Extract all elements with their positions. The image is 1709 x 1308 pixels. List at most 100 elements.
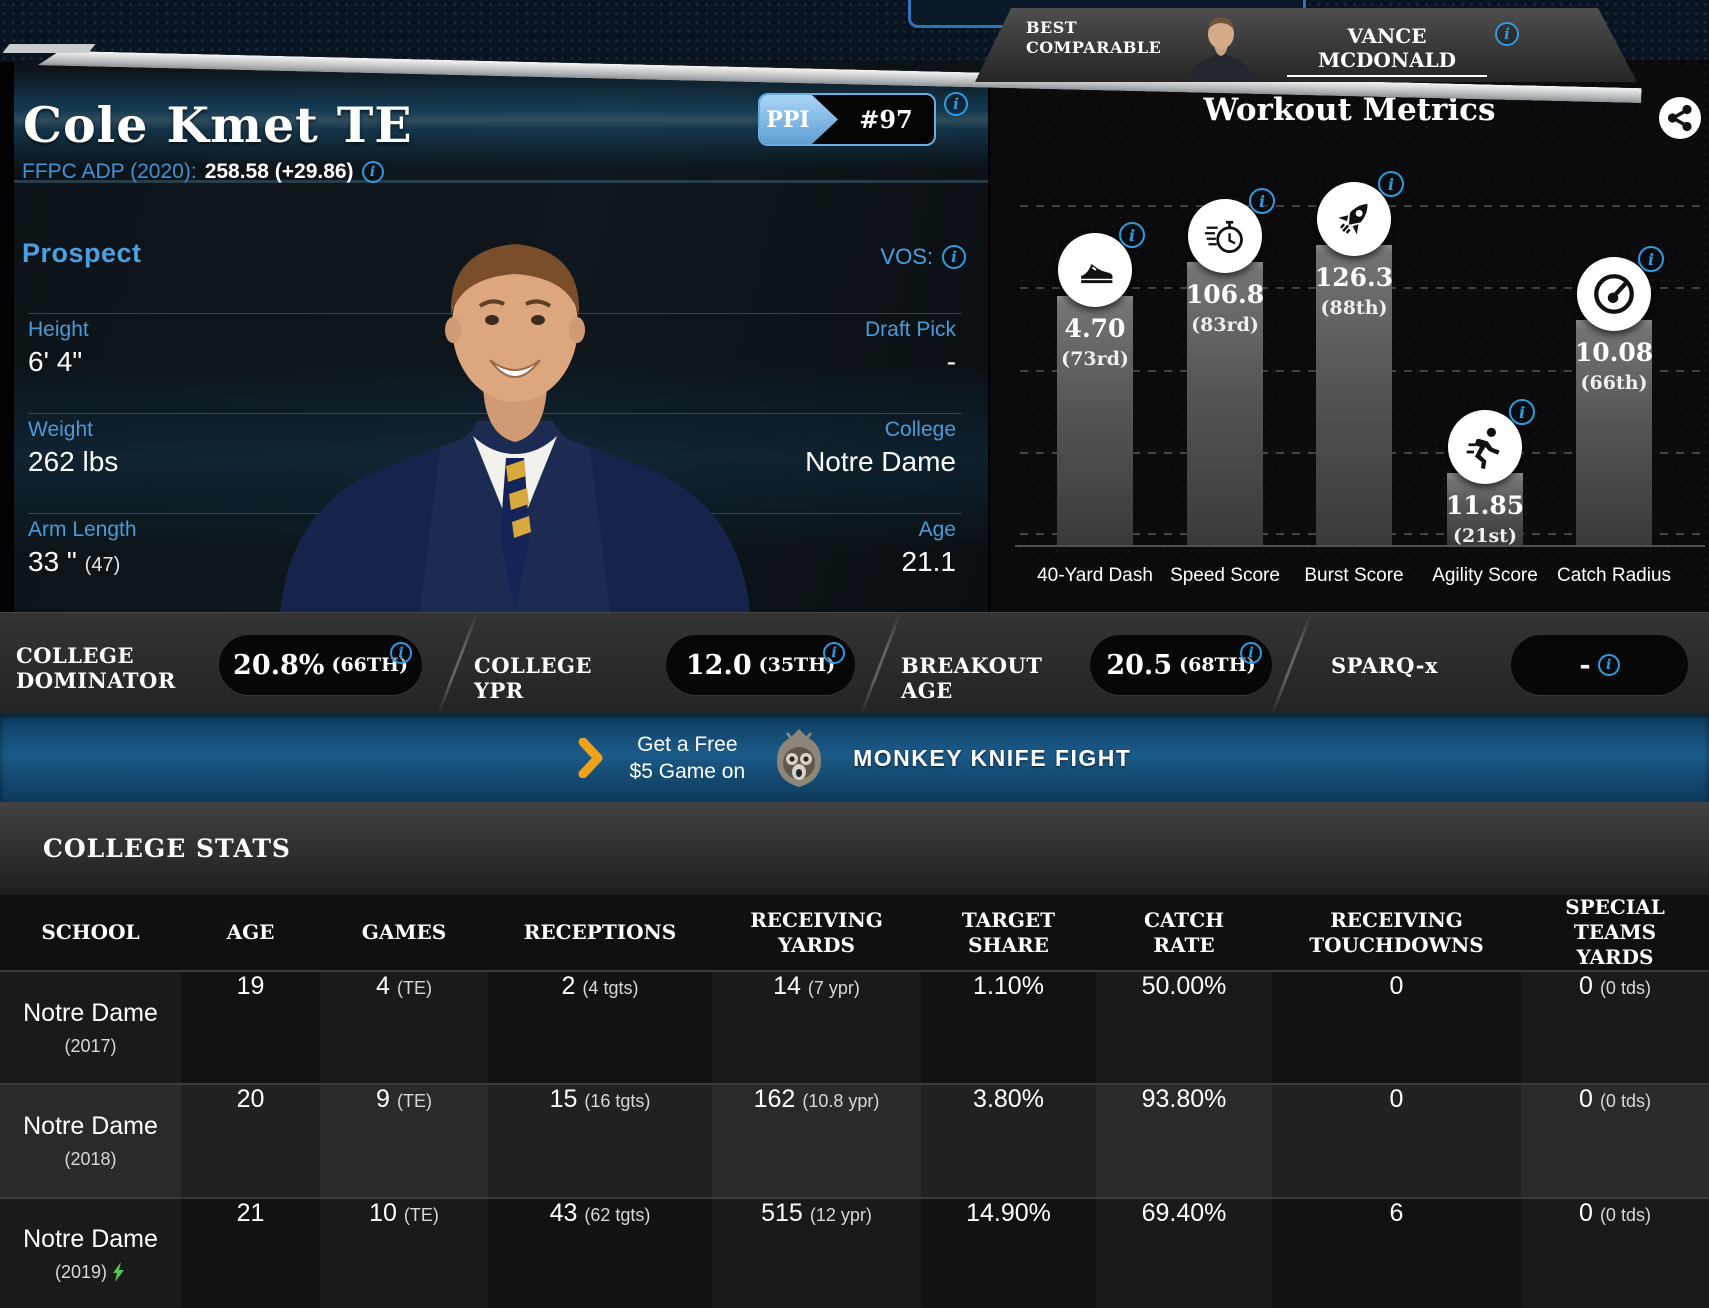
stopwatch-icon [1188, 199, 1262, 273]
cell-games: 9 (TE) [320, 1085, 488, 1197]
ppi-rank-badge: PPI #97 [758, 93, 936, 146]
monkey-logo-icon [777, 729, 822, 787]
bar-percentile: (83rd) [1191, 314, 1259, 336]
bar-value: 106.8 [1185, 280, 1265, 309]
ppi-badge-label: PPI [766, 106, 810, 133]
adp-info-icon[interactable] [361, 161, 384, 183]
cell-special-teams-yards: 0 (0 tds) [1521, 972, 1709, 1083]
breakout-age-info-icon[interactable] [1240, 642, 1262, 664]
cell-receiving-touchdowns: 0 [1272, 1085, 1521, 1197]
40-yard-dash-info-icon[interactable] [1119, 222, 1145, 248]
field-weight-value: 262 lbs [28, 446, 119, 477]
cell-target-share: 1.10% [921, 972, 1096, 1083]
field-height: Height 6' 4" [28, 318, 89, 378]
best-comparable-info-icon[interactable] [1495, 22, 1519, 46]
cell-value: 19 [236, 972, 265, 1000]
cell-value: 0 [1579, 1199, 1593, 1227]
workout-metrics-panel: Workout Metrics 4.70(73rd)40-Yard Dash10… [990, 60, 1709, 612]
speed-score-info-icon[interactable] [1249, 188, 1275, 214]
cell-note: (TE) [396, 978, 432, 998]
field-height-label: Height [28, 318, 89, 341]
catch-radius-info-icon[interactable] [1638, 246, 1664, 272]
cell-value: 0 [1389, 972, 1404, 1000]
cell-value: 69.40% [1141, 1199, 1227, 1227]
cell-value: 4 [376, 972, 390, 1000]
field-college-label: College [884, 418, 956, 441]
cell-receptions: 43 (62 tgts) [488, 1199, 712, 1308]
x-axis-label: Catch Radius [1556, 565, 1672, 586]
cell-note: (0 tds) [1599, 1091, 1651, 1111]
college-stats-table-body: Notre Dame (2017) 19 4 (TE) 2 (4 tgts) 14 (7 yp… [0, 970, 1709, 1308]
cell-school: Notre Dame (2017) [0, 972, 181, 1083]
field-draft-pick-value: - [946, 346, 956, 377]
cell-value: 93.80% [1141, 1085, 1227, 1113]
x-axis-label: Speed Score [1170, 565, 1280, 586]
metric-pill-sparq-x: - [1511, 635, 1688, 695]
arm-length-number: 33 " [28, 546, 77, 577]
player-name-title: Cole Kmet TE [23, 96, 413, 154]
field-draft-pick-label: Draft Pick [864, 318, 956, 341]
field-college-value: Notre Dame [805, 446, 956, 477]
college-stats-table-header: SCHOOL AGE GAMES RECEPTIONS RECEIVING YARDS T… [0, 895, 1709, 970]
cell-catch-rate: 50.00% [1096, 972, 1272, 1083]
cell-receptions: 2 (4 tgts) [488, 972, 712, 1083]
cell-value: 1.10% [973, 972, 1044, 1000]
cell-special-teams-yards: 0 (0 tds) [1521, 1199, 1709, 1308]
school-name: Notre Dame [23, 998, 158, 1027]
ppi-info-icon[interactable] [944, 92, 968, 116]
cell-receiving-touchdowns: 6 [1272, 1199, 1521, 1308]
bar-value: 10.08 [1574, 338, 1654, 367]
field-draft-pick: Draft Pick - [865, 318, 956, 378]
metric-bar-1 [1057, 296, 1133, 545]
share-button[interactable] [1658, 96, 1702, 140]
college-dominator-info-icon[interactable] [390, 642, 412, 664]
ad-brand-text: MONKEY KNIFE FIGHT [853, 744, 1132, 771]
field-arm-length: Arm Length 33 " (47) [28, 518, 137, 578]
cell-value: 10 [369, 1199, 397, 1227]
ad-cta-line1: Get a Free [637, 732, 738, 756]
cell-value: 14.90% [966, 1199, 1051, 1227]
cell-note: (7 ypr) [807, 978, 860, 998]
sparq-x-info-icon[interactable] [1597, 654, 1620, 676]
vos-label: VOS: [880, 244, 933, 269]
bar-value: 126.3 [1314, 263, 1394, 292]
cell-games: 4 (TE) [320, 972, 488, 1083]
breakout-bolt-icon [113, 1262, 125, 1282]
x-axis-label: 40-Yard Dash [1037, 565, 1153, 586]
school-year: (2019) [55, 1262, 126, 1283]
column-header-target-share: TARGET SHARE [961, 907, 1056, 957]
cell-value: 3.80% [973, 1085, 1044, 1113]
metric-value: 20.5 [1106, 649, 1173, 681]
cell-note: (12 ypr) [809, 1205, 872, 1225]
ad-cta-text: Get a Free $5 Game on [630, 731, 746, 786]
table-row-2019: Notre Dame (2019) 21 10 (TE) 43 (62 tgts) 515 (… [0, 1197, 1709, 1308]
best-comparable-panel: BEST COMPARABLE VANCE MCDONALD [975, 8, 1637, 82]
bar-percentile: (88th) [1320, 297, 1388, 319]
cell-receiving-yards: 14 (7 ypr) [712, 972, 921, 1083]
cell-value: 21 [236, 1199, 265, 1227]
field-height-value: 6' 4" [28, 346, 83, 377]
burst-score-info-icon[interactable] [1378, 171, 1404, 197]
school-year: (2018) [64, 1149, 117, 1169]
agility-score-info-icon[interactable] [1509, 399, 1535, 425]
monkey-knife-fight-ad-banner[interactable]: Get a Free $5 Game on MONKEY KNIFE FIGHT [0, 714, 1709, 802]
adp-label: FFPC ADP (2020): [22, 160, 197, 183]
cell-value: 515 [761, 1199, 803, 1227]
gauge-icon [1577, 257, 1651, 331]
vos-info-icon[interactable] [942, 245, 966, 269]
metrics-separator [1270, 613, 1313, 715]
best-comparable-link[interactable]: VANCE MCDONALD [1287, 24, 1487, 77]
x-axis-label: Agility Score [1432, 565, 1538, 586]
metric-bar-4 [1447, 473, 1523, 545]
column-header-receiving-touchdowns: RECEIVING TOUCHDOWNS [1309, 907, 1484, 957]
college-stats-header: COLLEGE STATS [0, 802, 1709, 895]
cell-value: 0 [1579, 1085, 1593, 1113]
metric-pill-college-ypr: 12.0 (35TH) [666, 635, 855, 695]
metric-percentile: (68TH) [1179, 654, 1256, 676]
college-ypr-info-icon[interactable] [823, 642, 845, 664]
cell-note: (TE) [403, 1205, 439, 1225]
metric-value: 20.8% [233, 649, 325, 681]
prospect-section-heading: Prospect [22, 238, 142, 268]
cell-school: Notre Dame (2019) [0, 1199, 181, 1308]
